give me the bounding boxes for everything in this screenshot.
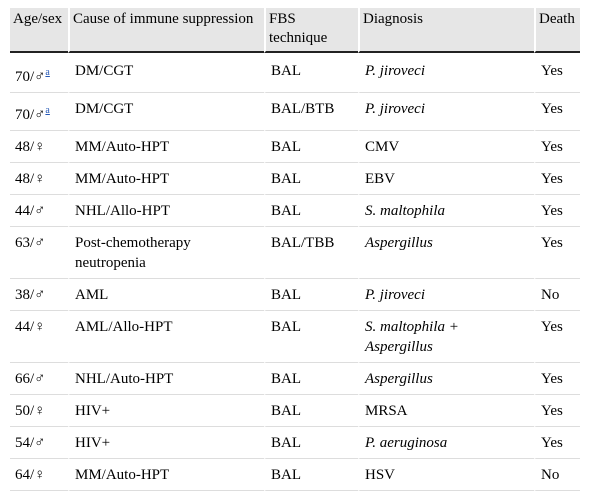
diagnosis-cell: Aspergillus <box>358 227 534 279</box>
diagnosis-cell: P. jiroveci <box>358 279 534 311</box>
age-sex-cell: 70/♂a <box>10 93 68 131</box>
cause-cell: HIV+ <box>68 427 264 459</box>
table-row: 48/♀ MM/Auto-HPT BAL CMV Yes <box>10 131 580 163</box>
fbs-cell: BAL <box>264 279 358 311</box>
table-row: 48/♀ MM/Auto-HPT BAL EBV Yes <box>10 163 580 195</box>
diagnosis-cell: HSV <box>358 459 534 491</box>
fbs-cell: BAL <box>264 131 358 163</box>
age-sex: 63/♂ <box>15 235 46 251</box>
cause-cell: AML <box>68 279 264 311</box>
table-row: 44/♂ NHL/Allo-HPT BAL S. maltophila Yes <box>10 195 580 227</box>
death-cell: Yes <box>534 163 580 195</box>
column-header: Age/sex <box>10 8 68 53</box>
age-sex-cell: 64/♀ <box>10 459 68 491</box>
table-row: 38/♂ AML BAL P. jiroveci No <box>10 279 580 311</box>
column-header: Death <box>534 8 580 53</box>
death-cell: Yes <box>534 93 580 131</box>
death-cell: No <box>534 459 580 491</box>
age-sex: 70/♂ <box>15 107 46 123</box>
age-sex: 38/♂ <box>15 287 46 303</box>
column-header: Cause of immune suppression <box>68 8 264 53</box>
age-sex-cell: 38/♂ <box>10 279 68 311</box>
age-sex: 64/♀ <box>15 467 46 483</box>
table-body: 70/♂a DM/CGT BAL P. jiroveci Yes 70/♂a DM/CGT B… <box>10 53 580 491</box>
cause-cell: NHL/Allo-HPT <box>68 195 264 227</box>
age-sex-cell: 48/♀ <box>10 131 68 163</box>
age-sex-cell: 70/♂a <box>10 53 68 93</box>
diagnosis-cell: EBV <box>358 163 534 195</box>
fbs-cell: BAL <box>264 363 358 395</box>
death-cell: Yes <box>534 53 580 93</box>
diagnosis-cell: P. jiroveci <box>358 93 534 131</box>
cause-cell: Post-chemotherapy neutropenia <box>68 227 264 279</box>
header-row: Age/sex Cause of immune suppression FBS te… <box>10 8 580 53</box>
death-cell: Yes <box>534 363 580 395</box>
death-cell: Yes <box>534 395 580 427</box>
table-row: 50/♀ HIV+ BAL MRSA Yes <box>10 395 580 427</box>
age-sex: 54/♂ <box>15 435 46 451</box>
column-header: FBS technique <box>264 8 358 53</box>
death-cell: Yes <box>534 227 580 279</box>
cause-cell: HIV+ <box>68 395 264 427</box>
column-header: Diagnosis <box>358 8 534 53</box>
age-sex-cell: 44/♀ <box>10 311 68 363</box>
death-cell: No <box>534 279 580 311</box>
diagnosis-cell: Aspergillus <box>358 363 534 395</box>
age-sex-cell: 44/♂ <box>10 195 68 227</box>
death-cell: Yes <box>534 131 580 163</box>
diagnosis-cell: S. maltophila + Aspergillus <box>358 311 534 363</box>
death-cell: Yes <box>534 195 580 227</box>
fbs-cell: BAL/TBB <box>264 227 358 279</box>
age-sex: 66/♂ <box>15 371 46 387</box>
table-row: 44/♀ AML/Allo-HPT BAL S. maltophila + Asper… <box>10 311 580 363</box>
cause-cell: AML/Allo-HPT <box>68 311 264 363</box>
table-row: 70/♂a DM/CGT BAL P. jiroveci Yes <box>10 53 580 93</box>
table-row: 64/♀ MM/Auto-HPT BAL HSV No <box>10 459 580 491</box>
table-row: 54/♂ HIV+ BAL P. aeruginosa Yes <box>10 427 580 459</box>
page: Age/sex Cause of immune suppression FBS te… <box>10 8 580 491</box>
cause-cell: MM/Auto-HPT <box>68 163 264 195</box>
table-header: Age/sex Cause of immune suppression FBS te… <box>10 8 580 53</box>
diagnosis-cell: MRSA <box>358 395 534 427</box>
table-row: 66/♂ NHL/Auto-HPT BAL Aspergillus Yes <box>10 363 580 395</box>
age-sex-cell: 50/♀ <box>10 395 68 427</box>
fbs-cell: BAL <box>264 427 358 459</box>
age-sex-cell: 54/♂ <box>10 427 68 459</box>
data-table: Age/sex Cause of immune suppression FBS te… <box>10 8 580 491</box>
fbs-cell: BAL <box>264 311 358 363</box>
death-cell: Yes <box>534 311 580 363</box>
diagnosis-cell: P. jiroveci <box>358 53 534 93</box>
cause-cell: DM/CGT <box>68 93 264 131</box>
footnote-link[interactable]: a <box>45 105 50 116</box>
footnote-link[interactable]: a <box>45 67 50 78</box>
age-sex-cell: 48/♀ <box>10 163 68 195</box>
age-sex: 44/♀ <box>15 319 46 335</box>
cause-cell: MM/Auto-HPT <box>68 131 264 163</box>
fbs-cell: BAL/BTB <box>264 93 358 131</box>
cause-cell: DM/CGT <box>68 53 264 93</box>
diagnosis-cell: S. maltophila <box>358 195 534 227</box>
age-sex: 50/♀ <box>15 403 46 419</box>
age-sex: 48/♀ <box>15 171 46 187</box>
fbs-cell: BAL <box>264 53 358 93</box>
cause-cell: MM/Auto-HPT <box>68 459 264 491</box>
footnote-ref: a <box>45 102 49 116</box>
age-sex: 44/♂ <box>15 203 46 219</box>
age-sex-cell: 66/♂ <box>10 363 68 395</box>
fbs-cell: BAL <box>264 395 358 427</box>
fbs-cell: BAL <box>264 195 358 227</box>
age-sex: 48/♀ <box>15 139 46 155</box>
table-row: 70/♂a DM/CGT BAL/BTB P. jiroveci Yes <box>10 93 580 131</box>
age-sex-cell: 63/♂ <box>10 227 68 279</box>
fbs-cell: BAL <box>264 163 358 195</box>
diagnosis-cell: P. aeruginosa <box>358 427 534 459</box>
age-sex: 70/♂ <box>15 69 46 85</box>
death-cell: Yes <box>534 427 580 459</box>
diagnosis-cell: CMV <box>358 131 534 163</box>
footnote-ref: a <box>45 64 49 78</box>
table-row: 63/♂ Post-chemotherapy neutropenia BAL/TBB… <box>10 227 580 279</box>
fbs-cell: BAL <box>264 459 358 491</box>
cause-cell: NHL/Auto-HPT <box>68 363 264 395</box>
